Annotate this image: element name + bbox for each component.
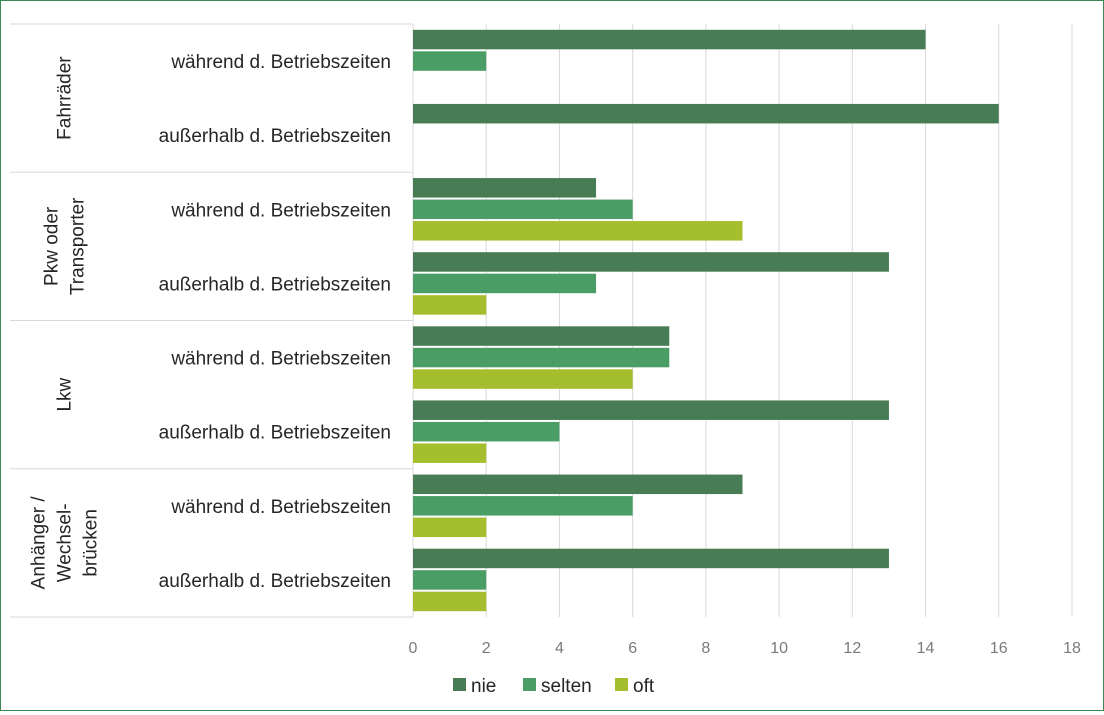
category-label: außerhalb d. Betriebszeiten [159,274,391,295]
x-tick-label: 10 [770,640,788,657]
legend-swatch-selten [523,678,536,691]
category-label: außerhalb d. Betriebszeiten [159,126,391,147]
legend-label-nie: nie [471,676,496,697]
group-label-line: brücken [81,509,102,577]
x-tick-label: 4 [555,640,564,657]
bar-nie [413,178,597,198]
category-label: während d. Betriebszeiten [170,52,391,73]
bar-selten [413,347,670,368]
x-tick-label: 0 [409,640,418,657]
legend-label-oft: oft [633,676,655,697]
bar-nie [413,103,999,124]
legend-swatch-oft [615,678,628,691]
legend-swatch-nie [453,678,466,691]
x-tick-label: 16 [990,640,1008,657]
bar-nie [413,252,889,272]
group-label-line: Pkw oder [42,206,63,286]
category-label: während d. Betriebszeiten [170,497,391,518]
x-tick-label: 2 [482,640,491,657]
x-tick-label: 6 [628,640,637,657]
x-tick-label: 14 [917,640,935,657]
category-axis: Fahrräder während d. Betriebszeiten außerh… [10,23,414,618]
x-tick-label: 12 [843,640,861,657]
bar-selten [413,273,597,294]
bar-oft [413,369,633,389]
category-label: während d. Betriebszeiten [170,349,391,370]
bar-nie [413,29,926,50]
bar-oft [413,517,487,538]
bar-oft [413,591,487,612]
legend-label-selten: selten [541,676,592,697]
bar-selten [413,496,633,516]
group-label-line: Anhänger / [29,496,50,590]
x-tick-label: 8 [701,640,710,657]
category-label: während d. Betriebszeiten [170,200,391,221]
group-label: Pkw oder Transporter [42,197,89,295]
bars [413,29,999,612]
bar-nie [413,400,889,420]
group-label-line: Transporter [68,197,89,295]
group-label-line: Fahrräder [55,56,76,140]
bar-nie [413,548,889,569]
bar-selten [413,570,487,590]
bar-nie [413,474,743,495]
bar-selten [413,421,560,442]
bar-nie [413,326,670,346]
group-label: Lkw [55,377,76,411]
bar-oft [413,443,487,463]
bar-oft [413,295,487,315]
category-label: außerhalb d. Betriebszeiten [159,571,391,592]
bar-selten [413,51,487,71]
legend: nie selten oft [453,676,655,697]
group-label: Anhänger / Wechsel-brücken [29,496,102,590]
group-label: Fahrräder [55,56,76,140]
group-label-line: Wechsel- [55,503,76,582]
group-label-line: Lkw [55,377,76,411]
x-axis-ticks: 0 2 4 6 8 10 12 14 16 18 [409,640,1081,657]
bar-selten [413,199,633,220]
bar-oft [413,221,743,241]
x-tick-label: 18 [1063,640,1081,657]
category-label: außerhalb d. Betriebszeiten [159,423,391,444]
